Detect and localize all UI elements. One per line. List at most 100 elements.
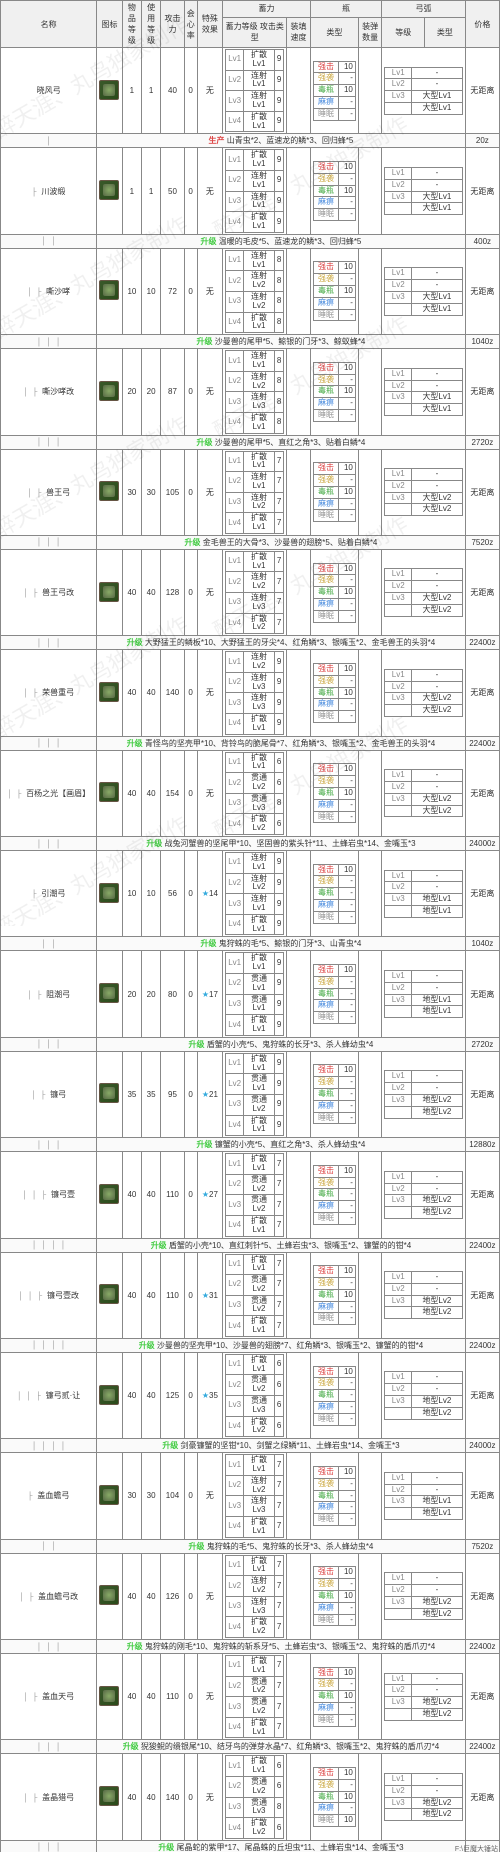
- weapon-use: 40: [142, 1754, 161, 1840]
- weapon-dist: 无距离: [465, 1453, 499, 1539]
- weapon-tree-table: 名称 图标 物品 等级 使用 等级 攻击 力 会心 率 特殊 效果 蓄力 瓶 弓…: [0, 0, 500, 1852]
- weapon-sp: 无: [197, 549, 223, 635]
- weapon-name: │ ├ 阻潮弓: [1, 951, 97, 1037]
- weapon-dist: 无距离: [465, 349, 499, 435]
- material-price: 22400z: [465, 1338, 499, 1352]
- material-price: 7520z: [465, 535, 499, 549]
- material-price: 2720z: [465, 1037, 499, 1051]
- weapon-botnum: [358, 549, 382, 635]
- weapon-atk: 154: [161, 750, 185, 836]
- weapon-row: ├ 川波缎 1 1 50 0 无 Lv1扩散Lv19Lv2连射Lv19Lv3连射…: [1, 148, 500, 234]
- weapon-arc: Lv1-Lv2-Lv3大型Lv2大型Lv2: [382, 750, 465, 836]
- weapon-sp: 无: [197, 48, 223, 134]
- weapon-aff: 0: [184, 1252, 197, 1338]
- material-row: │ │ │ 升级 沙曼兽的尾甲*5、鲸银的门牙*3、鲸蚁蜂*41040z: [1, 335, 500, 349]
- weapon-rare: 40: [122, 1754, 141, 1840]
- weapon-atk: 56: [161, 851, 185, 937]
- weapon-icon: [97, 449, 123, 535]
- weapon-power: Lv1扩散Lv17Lv2连射Lv17Lv3连射Lv27Lv4扩散Lv17: [223, 449, 287, 535]
- weapon-atk: 72: [161, 248, 185, 334]
- weapon-load: [287, 1051, 311, 1137]
- weapon-name: │ │ ├ 镰弓壹: [1, 1152, 97, 1238]
- weapon-sp: 无: [197, 248, 223, 334]
- weapon-rare: 35: [122, 1051, 141, 1137]
- weapon-atk: 105: [161, 449, 185, 535]
- weapon-row: │ ├ 百杨之光【画眉】 40 40 154 0 无 Lv1扩散Lv16Lv2贯…: [1, 750, 500, 836]
- weapon-bottles: 强击10强袭-毒瓶-麻痹-睡眠-: [310, 1453, 358, 1539]
- weapon-sp: 无: [197, 148, 223, 234]
- weapon-dist: 无距离: [465, 1654, 499, 1740]
- weapon-load: [287, 349, 311, 435]
- material-price: 22400z: [465, 636, 499, 650]
- weapon-aff: 0: [184, 549, 197, 635]
- header-load: 装填速度: [287, 17, 311, 47]
- weapon-arc: Lv1-Lv2-Lv3地型Lv2地型Lv2: [382, 1654, 465, 1740]
- weapon-load: [287, 951, 311, 1037]
- weapon-bottles: 强击10强袭-毒瓶10麻痹-睡眠-: [310, 349, 358, 435]
- weapon-power: Lv1扩散Lv19Lv2贯通Lv19Lv3贯通Lv19Lv4扩散Lv19: [223, 951, 287, 1037]
- weapon-rare: 40: [122, 1654, 141, 1740]
- weapon-icon: [97, 349, 123, 435]
- material-price: 400z: [465, 234, 499, 248]
- weapon-rare: 40: [122, 1352, 141, 1438]
- weapon-load: [287, 1654, 311, 1740]
- weapon-rare: 20: [122, 951, 141, 1037]
- weapon-load: [287, 148, 311, 234]
- weapon-dist: 无距离: [465, 549, 499, 635]
- weapon-use: 1: [142, 148, 161, 234]
- weapon-rare: 10: [122, 248, 141, 334]
- weapon-power: Lv1连射Lv18Lv2连射Lv28Lv3连射Lv38Lv4扩散Lv18: [223, 349, 287, 435]
- weapon-botnum: [358, 1553, 382, 1639]
- material-price: 20z: [465, 134, 499, 148]
- weapon-atk: 80: [161, 951, 185, 1037]
- weapon-use: 30: [142, 449, 161, 535]
- header-price: 价格: [465, 1, 499, 48]
- weapon-load: [287, 248, 311, 334]
- weapon-aff: 0: [184, 148, 197, 234]
- weapon-dist: 无距离: [465, 1252, 499, 1338]
- material-row: │ 生产 山青虫*2、蓝速龙的鳞*3、回归蜂*520z: [1, 134, 500, 148]
- material-text: 升级 镰蟹的小壳*5、直红之角*3、杀人蜂幼虫*4: [97, 1138, 466, 1152]
- material-row: │ │ 升级 鬼狩蛛的毛*5、鲸银的门牙*3、山青虫*41040z: [1, 937, 500, 951]
- weapon-atk: 110: [161, 1654, 185, 1740]
- weapon-name: │ │ ├ 镰弓壹改: [1, 1252, 97, 1338]
- weapon-load: [287, 851, 311, 937]
- weapon-icon: [97, 48, 123, 134]
- weapon-botnum: [358, 1152, 382, 1238]
- weapon-aff: 0: [184, 750, 197, 836]
- weapon-use: 40: [142, 1152, 161, 1238]
- weapon-row: ├ 盖血蟾弓 30 30 104 0 无 Lv1扩散Lv17Lv2连射Lv27L…: [1, 1453, 500, 1539]
- weapon-bottles: 强击10强袭-毒瓶-麻痹-睡眠-: [310, 1051, 358, 1137]
- weapon-row: │ ├ 盖血蟾弓改 40 40 126 0 无 Lv1扩散Lv17Lv2连射Lv…: [1, 1553, 500, 1639]
- weapon-use: 40: [142, 1352, 161, 1438]
- weapon-icon: [97, 750, 123, 836]
- weapon-rare: 10: [122, 851, 141, 937]
- weapon-botnum: [358, 1051, 382, 1137]
- weapon-rare: 20: [122, 349, 141, 435]
- weapon-atk: 110: [161, 1252, 185, 1338]
- header-name: 名称: [1, 1, 97, 48]
- weapon-icon: [97, 851, 123, 937]
- weapon-power: Lv1扩散Lv17Lv2连射Lv27Lv3连射Lv37Lv4扩散Lv27: [223, 1553, 287, 1639]
- material-text: 升级 金毛兽王的大骨*3、沙曼兽的翅膀*5、贴着白鳞*4: [97, 535, 466, 549]
- weapon-atk: 40: [161, 48, 185, 134]
- weapon-sp: 无: [197, 1754, 223, 1840]
- weapon-sp: 无: [197, 1553, 223, 1639]
- weapon-power: Lv1连射Lv19Lv2连射Lv29Lv3连射Lv19Lv4扩散Lv19: [223, 851, 287, 937]
- header-icon: 图标: [97, 1, 123, 48]
- material-price: 1040z: [465, 335, 499, 349]
- weapon-name: │ ├ 嘶沙哮: [1, 248, 97, 334]
- weapon-row: │ │ ├ 镰弓贰·让 40 40 125 0 ★35 Lv1扩散Lv16Lv2…: [1, 1352, 500, 1438]
- weapon-row: │ ├ 兽王弓改 40 40 128 0 无 Lv1扩散Lv17Lv2连射Lv2…: [1, 549, 500, 635]
- weapon-row: │ ├ 嘶沙哮 10 10 72 0 无 Lv1连射Lv18Lv2连射Lv28L…: [1, 248, 500, 334]
- weapon-arc: Lv1-Lv2-Lv3地型Lv2地型Lv2: [382, 1553, 465, 1639]
- header-atk: 攻击 力: [161, 1, 185, 48]
- weapon-bottles: 强击10强袭-毒瓶10麻痹-睡眠10: [310, 1754, 358, 1840]
- weapon-bottles: 强击10强袭-毒瓶10麻痹-睡眠-: [310, 1252, 358, 1338]
- material-price: 22400z: [465, 1640, 499, 1654]
- weapon-row: │ │ ├ 镰弓壹 40 40 110 0 ★27 Lv1扩散Lv17Lv2贯通…: [1, 1152, 500, 1238]
- weapon-name: │ ├ 兽王弓: [1, 449, 97, 535]
- weapon-bottles: 强击10强袭-毒瓶-麻痹-睡眠-: [310, 851, 358, 937]
- weapon-rare: 40: [122, 1252, 141, 1338]
- material-row: │ │ │ 升级 大野猛王的鳞板*10、大野猛王的牙尖*4、红角鳞*3、银嘴玉*…: [1, 636, 500, 650]
